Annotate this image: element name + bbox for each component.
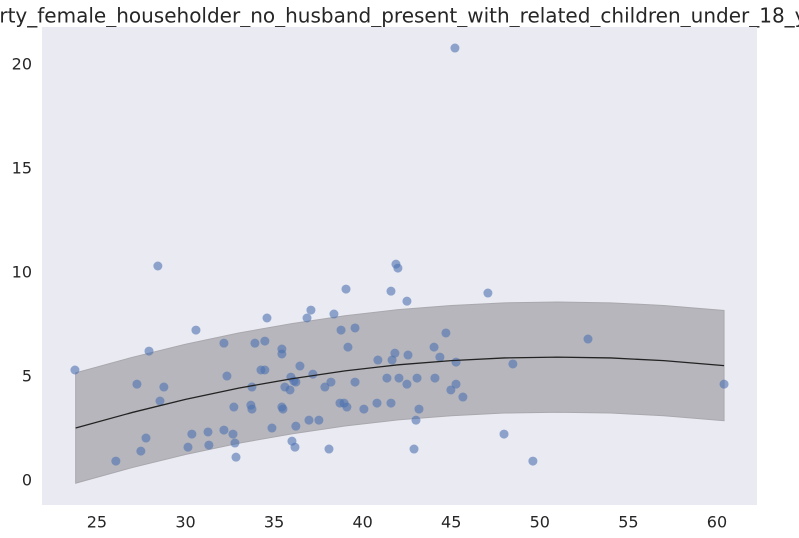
data-point xyxy=(446,385,456,395)
x-tick-label: 40 xyxy=(352,513,372,532)
data-point xyxy=(359,404,369,414)
data-point xyxy=(153,261,163,271)
chart-title: poverty_female_householder_no_husband_pr… xyxy=(0,4,799,28)
data-point xyxy=(350,377,360,387)
data-point xyxy=(390,348,400,358)
data-point xyxy=(132,379,142,389)
y-tick-label: 0 xyxy=(22,471,32,490)
data-point xyxy=(528,456,538,466)
data-point xyxy=(451,357,461,367)
data-point xyxy=(285,385,295,395)
data-point xyxy=(430,373,440,383)
data-point xyxy=(250,338,260,348)
data-point xyxy=(402,379,412,389)
data-point xyxy=(373,355,383,365)
data-point xyxy=(291,377,301,387)
data-point xyxy=(159,382,169,392)
data-point xyxy=(341,284,351,294)
data-point xyxy=(277,349,287,359)
data-point xyxy=(290,442,300,452)
data-point xyxy=(231,452,241,462)
data-point xyxy=(228,429,238,439)
data-point xyxy=(155,396,165,406)
data-point xyxy=(402,296,412,306)
data-point xyxy=(435,352,445,362)
data-point xyxy=(483,288,493,298)
data-point xyxy=(326,377,336,387)
data-point xyxy=(411,415,421,425)
data-point xyxy=(412,373,422,383)
data-point xyxy=(719,379,729,389)
data-point xyxy=(350,323,360,333)
data-point xyxy=(372,398,382,408)
data-point xyxy=(136,446,146,456)
data-point xyxy=(70,365,80,375)
x-tick-label: 60 xyxy=(707,513,727,532)
data-point xyxy=(308,369,318,379)
data-point xyxy=(414,404,424,414)
x-tick-label: 30 xyxy=(175,513,195,532)
data-point xyxy=(204,440,214,450)
data-point xyxy=(336,325,346,335)
data-point xyxy=(144,346,154,356)
x-tick-label: 25 xyxy=(87,513,107,532)
data-point xyxy=(386,398,396,408)
x-tick-label: 50 xyxy=(530,513,550,532)
data-point xyxy=(295,361,305,371)
y-tick-label: 20 xyxy=(12,55,32,74)
y-tick-label: 15 xyxy=(12,159,32,178)
data-point xyxy=(441,328,451,338)
y-tick-label: 10 xyxy=(12,263,32,282)
data-point xyxy=(583,334,593,344)
x-tick-label: 55 xyxy=(618,513,638,532)
data-point xyxy=(393,263,403,273)
data-point xyxy=(409,444,419,454)
data-point xyxy=(329,309,339,319)
data-point xyxy=(386,286,396,296)
data-point xyxy=(394,373,404,383)
data-point xyxy=(219,425,229,435)
data-point xyxy=(304,415,314,425)
data-point xyxy=(508,359,518,369)
data-point xyxy=(324,444,334,454)
data-point xyxy=(387,355,397,365)
data-point xyxy=(291,421,301,431)
data-point xyxy=(302,313,312,323)
data-point xyxy=(229,402,239,412)
data-point xyxy=(314,415,324,425)
data-point xyxy=(141,433,151,443)
data-point xyxy=(450,43,460,53)
data-point xyxy=(429,342,439,352)
data-point xyxy=(343,342,353,352)
data-point xyxy=(187,429,197,439)
data-point xyxy=(260,365,270,375)
data-point xyxy=(230,438,240,448)
data-point xyxy=(247,382,257,392)
data-point xyxy=(247,404,257,414)
data-point xyxy=(451,379,461,389)
data-point xyxy=(222,371,232,381)
x-tick-label: 35 xyxy=(264,513,284,532)
data-point xyxy=(191,325,201,335)
data-point xyxy=(499,429,509,439)
data-point xyxy=(458,392,468,402)
data-point xyxy=(382,373,392,383)
x-tick-label: 45 xyxy=(441,513,461,532)
data-point xyxy=(260,336,270,346)
data-point xyxy=(267,423,277,433)
data-point xyxy=(262,313,272,323)
fit-line xyxy=(75,356,725,429)
data-point xyxy=(278,404,288,414)
data-point xyxy=(320,382,330,392)
data-point xyxy=(342,402,352,412)
data-point xyxy=(111,456,121,466)
data-point xyxy=(203,427,213,437)
data-point xyxy=(183,442,193,452)
data-point xyxy=(219,338,229,348)
data-point xyxy=(403,350,413,360)
data-point xyxy=(306,305,316,315)
y-tick-label: 5 xyxy=(22,367,32,386)
